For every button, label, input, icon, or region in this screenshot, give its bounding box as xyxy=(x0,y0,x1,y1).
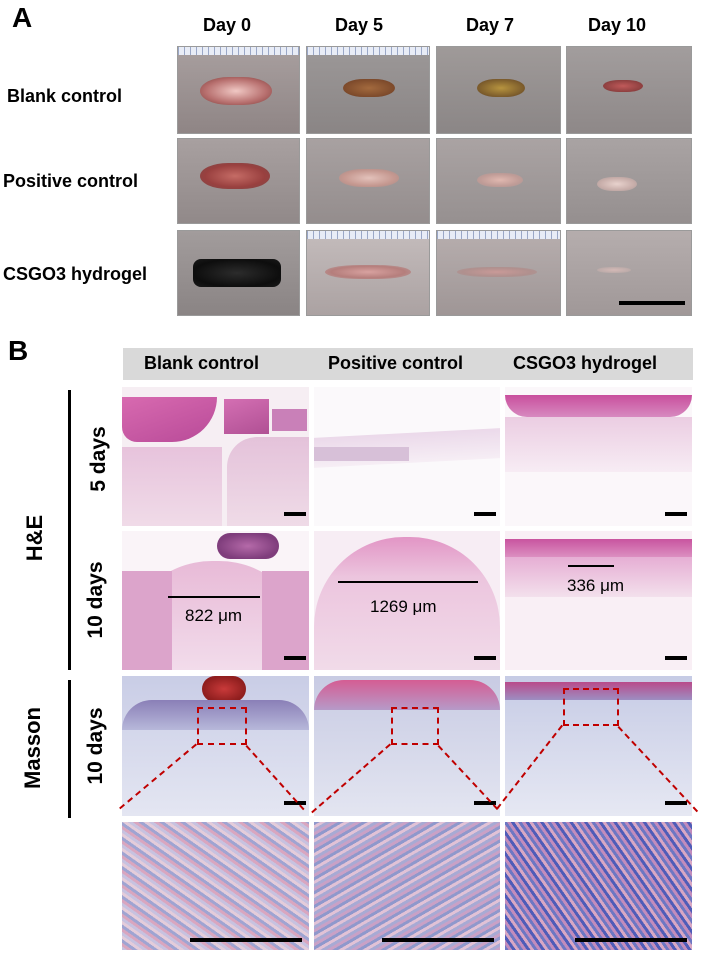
time-label-10days-he: 10 days xyxy=(84,561,107,639)
measure-csgo3: 336 μm xyxy=(567,576,625,595)
col-header-day5: Day 5 xyxy=(335,15,384,35)
he-bracket-line xyxy=(68,390,71,670)
zoom-box-csgo3 xyxy=(563,688,619,726)
he-10d-positive xyxy=(314,531,500,670)
panel-b-letter: B xyxy=(8,335,29,366)
masson-csgo3 xyxy=(505,676,692,816)
zoom-box-blank xyxy=(197,707,247,745)
measure-blank: 822 μm xyxy=(185,606,243,625)
photo-blank-day5 xyxy=(306,46,430,134)
he-10d-csgo3 xyxy=(505,531,692,670)
panel-a-letter: A xyxy=(12,2,33,33)
he-5d-positive xyxy=(314,387,500,526)
time-label-10days-masson: 10 days xyxy=(84,707,107,785)
he-5d-blank xyxy=(122,387,309,526)
photo-positive-day7 xyxy=(436,138,561,224)
measure-arrow-csgo3 xyxy=(568,565,614,567)
photo-blank-day0 xyxy=(177,46,300,134)
col-header-day7: Day 7 xyxy=(466,15,515,35)
row-label-csgo3: CSGO3 hydrogel xyxy=(3,264,148,284)
masson-positive xyxy=(314,676,500,816)
panel-b-header-bar xyxy=(123,348,693,380)
row-label-positive: Positive control xyxy=(3,171,139,191)
photo-positive-day10 xyxy=(566,138,692,224)
measure-arrow-blank xyxy=(168,596,260,598)
col-header-day0: Day 0 xyxy=(203,15,252,35)
histo-col-positive: Positive control xyxy=(328,353,464,373)
masson-blank xyxy=(122,676,309,816)
photo-blank-day7 xyxy=(436,46,561,134)
histo-col-csgo3: CSGO3 hydrogel xyxy=(513,353,658,373)
photo-csgo3-day5 xyxy=(306,230,430,316)
zoom-box-positive xyxy=(391,707,439,745)
masson-zoom-positive xyxy=(314,822,500,950)
photo-csgo3-day10 xyxy=(566,230,692,316)
photo-blank-day10 xyxy=(566,46,692,134)
measure-positive: 1269 μm xyxy=(370,597,437,616)
stain-label-he: H&E xyxy=(22,514,47,562)
row-label-blank: Blank control xyxy=(7,86,123,106)
he-10d-blank xyxy=(122,531,309,670)
photo-csgo3-day0 xyxy=(177,230,300,316)
col-header-day10: Day 10 xyxy=(588,15,647,35)
photo-positive-day0 xyxy=(177,138,300,224)
masson-zoom-blank xyxy=(122,822,309,950)
he-5d-csgo3 xyxy=(505,387,692,526)
masson-bracket-line xyxy=(68,680,71,818)
histo-col-blank: Blank control xyxy=(144,353,260,373)
photo-positive-day5 xyxy=(306,138,430,224)
scale-bar-photo xyxy=(619,301,685,305)
measure-arrow-positive xyxy=(338,581,478,583)
photo-csgo3-day7 xyxy=(436,230,561,316)
masson-zoom-csgo3 xyxy=(505,822,692,950)
stain-label-masson: Masson xyxy=(20,707,45,789)
time-label-5days: 5 days xyxy=(87,426,110,492)
